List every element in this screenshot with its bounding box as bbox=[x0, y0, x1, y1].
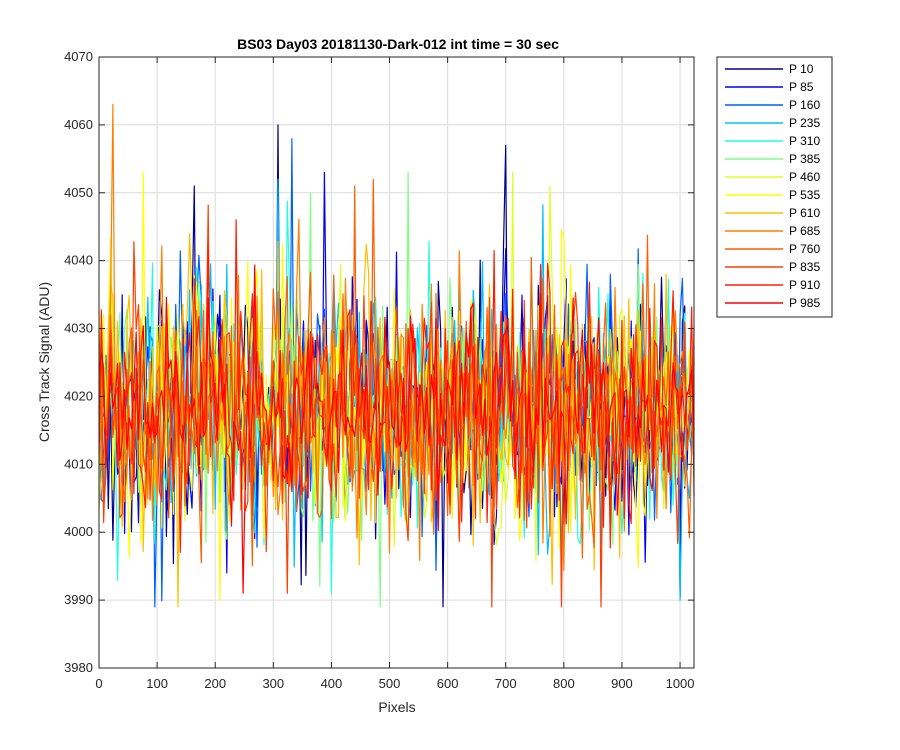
legend-box bbox=[716, 56, 833, 318]
x-tick-label: 1000 bbox=[666, 676, 695, 691]
y-tick-label: 3980 bbox=[64, 660, 93, 675]
legend-entry-label: P 685 bbox=[789, 224, 820, 238]
legend-entry-label: P 910 bbox=[789, 278, 820, 292]
x-tick-label: 0 bbox=[95, 676, 102, 691]
y-tick-label: 4070 bbox=[64, 49, 93, 64]
x-tick-label: 500 bbox=[379, 676, 401, 691]
chart-title: BS03 Day03 20181130-Dark-012 int time = … bbox=[237, 36, 559, 52]
legend-entry-label: P 535 bbox=[789, 188, 820, 202]
legend-entry-label: P 760 bbox=[789, 242, 820, 256]
legend-entry-label: P 235 bbox=[789, 116, 820, 130]
x-tick-label: 100 bbox=[146, 676, 168, 691]
legend-entry-label: P 85 bbox=[789, 80, 814, 94]
legend-entry-label: P 10 bbox=[789, 62, 814, 76]
y-axis: 3980 3990 4000 4010 4020 4030 4040 4050 4060 4070 bbox=[64, 49, 694, 675]
plot-area: 0 100 200 300 400 500 600 700 800 900 1000 3980 399… bbox=[64, 49, 695, 691]
legend-entry-label: P 835 bbox=[789, 260, 820, 274]
x-tick-label: 400 bbox=[321, 676, 343, 691]
series-line-p985 bbox=[98, 264, 695, 594]
y-tick-label: 4000 bbox=[64, 524, 93, 539]
series-line-p835 bbox=[98, 204, 695, 608]
x-axis-label: Pixels bbox=[378, 699, 415, 715]
series-layer bbox=[98, 103, 695, 608]
x-tick-label: 700 bbox=[495, 676, 517, 691]
legend-entry-label: P 385 bbox=[789, 152, 820, 166]
legend-entry-label: P 460 bbox=[789, 170, 820, 184]
y-tick-label: 4060 bbox=[64, 117, 93, 132]
y-tick-label: 3990 bbox=[64, 592, 93, 607]
x-tick-label: 300 bbox=[262, 676, 284, 691]
y-axis-label: Cross Track Signal (ADU) bbox=[36, 282, 52, 442]
x-axis: 0 100 200 300 400 500 600 700 800 900 1000 bbox=[95, 57, 695, 691]
x-tick-label: 800 bbox=[553, 676, 575, 691]
legend-entry-label: P 310 bbox=[789, 134, 820, 148]
series-line-p760 bbox=[98, 178, 695, 567]
legend-entry-label: P 985 bbox=[789, 296, 820, 310]
legend: P 10 P 85 P 160 P 235 P 310 P 385 P 460 P 535 P … bbox=[716, 56, 833, 318]
axes-frame bbox=[98, 56, 695, 669]
y-tick-label: 4050 bbox=[64, 185, 93, 200]
y-tick-label: 4030 bbox=[64, 321, 93, 336]
y-tick-label: 4040 bbox=[64, 253, 93, 268]
legend-entry-label: P 160 bbox=[789, 98, 820, 112]
legend-entry-label: P 610 bbox=[789, 206, 820, 220]
y-tick-label: 4020 bbox=[64, 388, 93, 403]
x-tick-label: 200 bbox=[204, 676, 226, 691]
series-line-p910 bbox=[98, 219, 695, 553]
y-tick-label: 4010 bbox=[64, 456, 93, 471]
x-tick-label: 600 bbox=[437, 676, 459, 691]
x-tick-label: 900 bbox=[611, 676, 633, 691]
